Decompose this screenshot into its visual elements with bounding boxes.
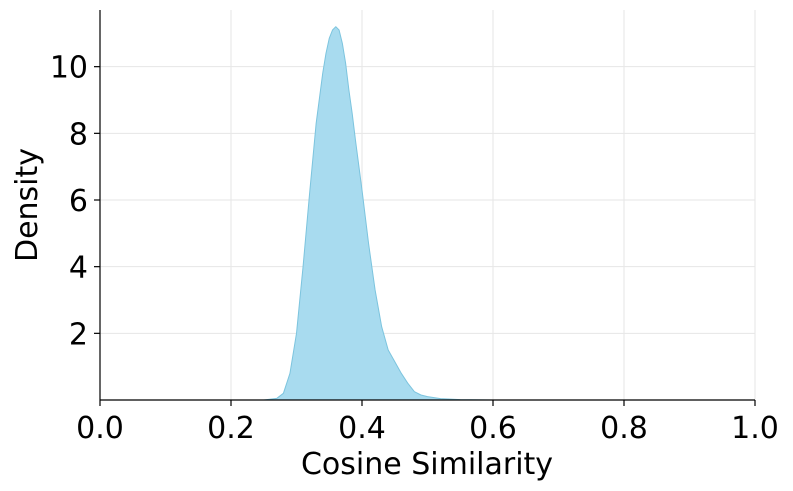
- x-tick-label-2: 0.4: [338, 411, 386, 446]
- x-tick-label-0: 0.0: [76, 411, 124, 446]
- y-tick-label-3: 8: [69, 117, 88, 152]
- y-axis-ticks: 2 4 6 8 10: [50, 51, 100, 352]
- density-area-layer: [263, 26, 494, 401]
- x-tick-label-1: 0.2: [207, 411, 255, 446]
- x-axis-ticks: 0.0 0.2 0.4 0.6 0.8 1.0: [76, 400, 779, 446]
- x-tick-label-3: 0.6: [469, 411, 517, 446]
- density-area-0: [263, 26, 494, 401]
- y-tick-label-0: 2: [69, 317, 88, 352]
- x-tick-label-5: 1.0: [731, 411, 779, 446]
- x-tick-label-4: 0.8: [600, 411, 648, 446]
- axes: [99, 10, 755, 401]
- grid-lines: [99, 10, 756, 400]
- y-tick-label-4: 10: [50, 51, 88, 86]
- x-axis-label: Cosine Similarity: [301, 447, 553, 482]
- y-axis-label: Density: [10, 148, 45, 262]
- y-tick-label-1: 4: [69, 251, 88, 286]
- y-tick-label-2: 6: [69, 184, 88, 219]
